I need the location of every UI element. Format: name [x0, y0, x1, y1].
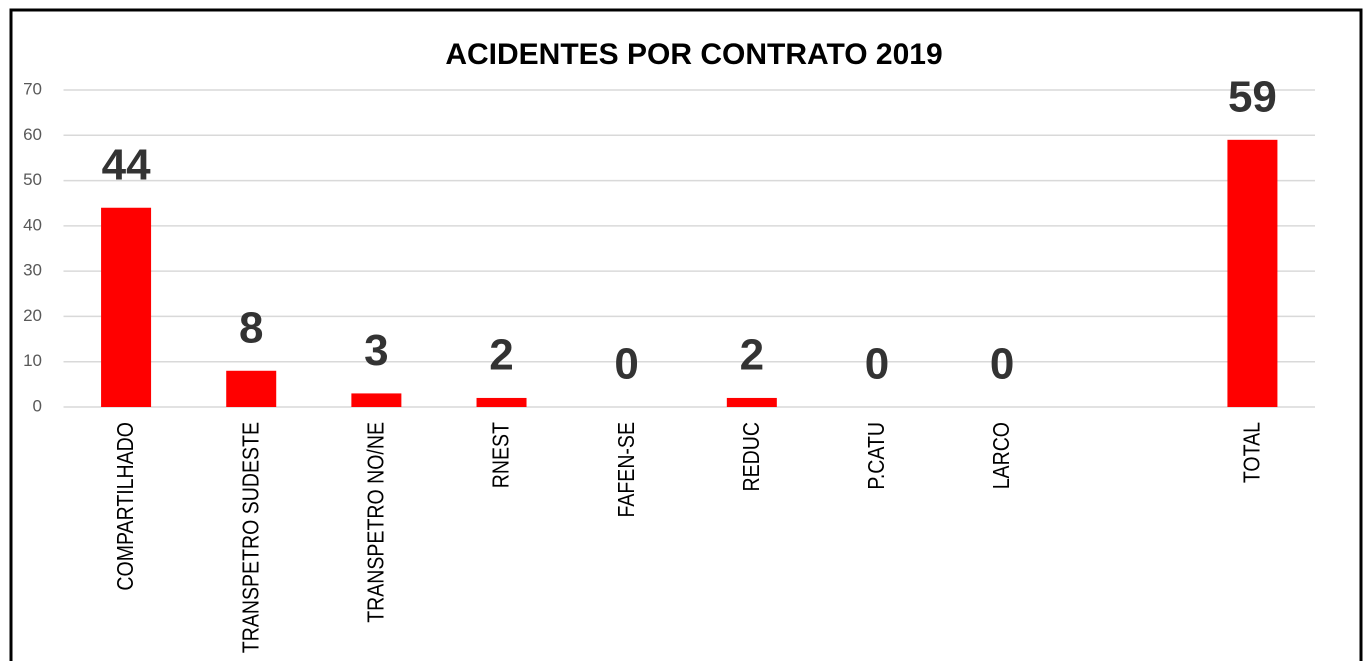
- data-label: 0: [865, 340, 889, 389]
- y-tick-label: 60: [23, 125, 42, 144]
- data-label: 8: [239, 303, 263, 352]
- y-tick-label: 0: [33, 396, 42, 415]
- y-tick-label: 70: [23, 79, 42, 98]
- x-tick-label: P.CATU: [864, 422, 890, 490]
- data-label: 0: [990, 340, 1014, 389]
- y-tick-label: 50: [23, 170, 42, 189]
- x-tick-label: FAFEN-SE: [613, 422, 639, 518]
- bar: [351, 393, 402, 407]
- y-tick-label: 40: [23, 215, 42, 234]
- data-label: 2: [740, 331, 764, 380]
- data-label: 59: [1228, 72, 1277, 121]
- bar: [1227, 139, 1278, 408]
- y-tick-label: 30: [23, 261, 42, 280]
- bar: [226, 370, 277, 407]
- data-label: 3: [364, 326, 388, 375]
- y-tick-label: 10: [23, 351, 42, 370]
- chart-title: ACIDENTES POR CONTRATO 2019: [445, 38, 942, 71]
- bar: [726, 397, 777, 407]
- x-tick-label: LARCO: [989, 422, 1015, 489]
- x-tick-label: REDUC: [738, 422, 764, 491]
- bar: [476, 397, 527, 407]
- data-label: 44: [102, 140, 151, 189]
- bar: [101, 207, 152, 407]
- y-tick-label: 20: [23, 306, 42, 325]
- chart-frame: [9, 8, 1363, 661]
- data-label: 2: [489, 331, 513, 380]
- x-tick-label: RNEST: [488, 422, 514, 488]
- x-tick-label: COMPARTILHADO: [113, 422, 139, 591]
- data-label: 0: [614, 340, 638, 389]
- x-tick-label: TOTAL: [1239, 422, 1265, 483]
- x-tick-label: TRANSPETRO SUDESTE: [238, 422, 264, 653]
- x-tick-label: TRANSPETRO NO/NE: [363, 422, 389, 623]
